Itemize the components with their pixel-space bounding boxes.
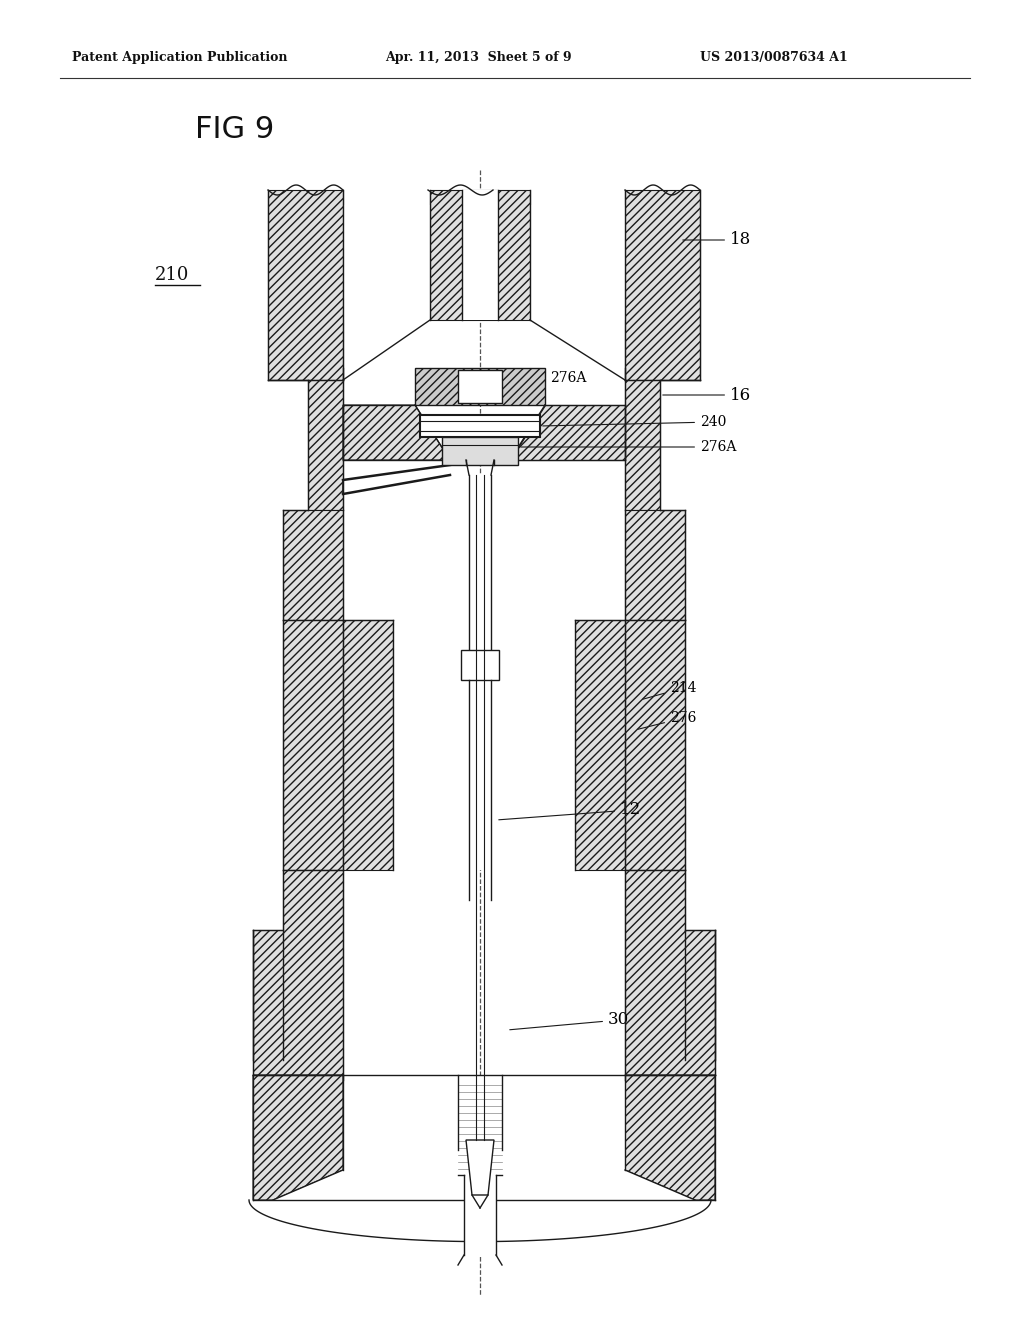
Polygon shape: [625, 620, 685, 870]
Polygon shape: [464, 1175, 496, 1255]
Text: 30: 30: [510, 1011, 630, 1030]
Polygon shape: [253, 1074, 343, 1200]
Polygon shape: [461, 649, 499, 680]
Polygon shape: [283, 620, 343, 870]
Polygon shape: [625, 510, 685, 620]
Polygon shape: [343, 620, 393, 870]
Text: Patent Application Publication: Patent Application Publication: [72, 51, 288, 65]
Polygon shape: [415, 368, 545, 405]
Polygon shape: [466, 459, 494, 465]
Text: 276: 276: [638, 711, 696, 730]
Polygon shape: [625, 380, 660, 510]
Text: 12: 12: [499, 801, 641, 820]
Text: 276A: 276A: [505, 371, 587, 388]
Text: 18: 18: [683, 231, 752, 248]
Polygon shape: [283, 510, 343, 620]
Polygon shape: [253, 870, 343, 1074]
Polygon shape: [625, 870, 715, 1074]
Text: FIG 9: FIG 9: [195, 116, 274, 144]
Text: US 2013/0087634 A1: US 2013/0087634 A1: [700, 51, 848, 65]
Text: 16: 16: [663, 387, 752, 404]
Polygon shape: [343, 205, 430, 319]
Polygon shape: [466, 1140, 494, 1195]
Polygon shape: [273, 1074, 695, 1200]
Polygon shape: [530, 205, 625, 319]
Text: 214: 214: [643, 681, 696, 700]
Polygon shape: [625, 1074, 715, 1200]
Text: 210: 210: [155, 267, 189, 284]
Polygon shape: [510, 405, 625, 459]
Polygon shape: [462, 190, 498, 319]
Polygon shape: [268, 190, 343, 380]
Polygon shape: [308, 380, 343, 510]
Polygon shape: [343, 405, 450, 459]
Polygon shape: [420, 414, 540, 437]
Polygon shape: [442, 437, 518, 465]
Polygon shape: [625, 190, 700, 380]
Text: Apr. 11, 2013  Sheet 5 of 9: Apr. 11, 2013 Sheet 5 of 9: [385, 51, 571, 65]
Polygon shape: [575, 620, 625, 870]
Polygon shape: [253, 870, 343, 1060]
Polygon shape: [430, 190, 530, 319]
Polygon shape: [458, 370, 502, 403]
Text: 240: 240: [543, 414, 726, 429]
Text: 276A: 276A: [521, 440, 736, 454]
Polygon shape: [393, 620, 575, 870]
Polygon shape: [469, 475, 490, 649]
